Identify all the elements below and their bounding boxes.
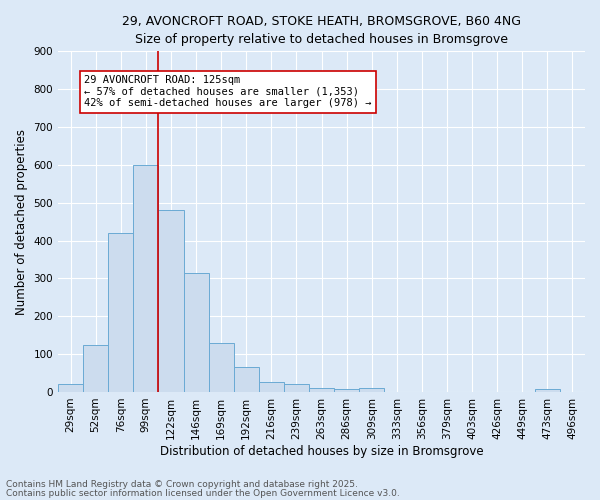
Bar xyxy=(259,382,284,392)
Bar xyxy=(535,389,560,392)
X-axis label: Distribution of detached houses by size in Bromsgrove: Distribution of detached houses by size … xyxy=(160,444,484,458)
Bar xyxy=(334,389,359,392)
Bar xyxy=(359,388,384,392)
Bar xyxy=(233,368,259,392)
Title: 29, AVONCROFT ROAD, STOKE HEATH, BROMSGROVE, B60 4NG
Size of property relative t: 29, AVONCROFT ROAD, STOKE HEATH, BROMSGR… xyxy=(122,15,521,46)
Bar xyxy=(108,233,133,392)
Bar xyxy=(83,344,108,392)
Bar xyxy=(284,384,309,392)
Bar xyxy=(158,210,184,392)
Bar xyxy=(58,384,83,392)
Bar xyxy=(133,165,158,392)
Text: Contains HM Land Registry data © Crown copyright and database right 2025.: Contains HM Land Registry data © Crown c… xyxy=(6,480,358,489)
Bar xyxy=(309,388,334,392)
Y-axis label: Number of detached properties: Number of detached properties xyxy=(15,128,28,314)
Bar xyxy=(184,272,209,392)
Text: 29 AVONCROFT ROAD: 125sqm
← 57% of detached houses are smaller (1,353)
42% of se: 29 AVONCROFT ROAD: 125sqm ← 57% of detac… xyxy=(85,75,372,108)
Text: Contains public sector information licensed under the Open Government Licence v3: Contains public sector information licen… xyxy=(6,488,400,498)
Bar xyxy=(209,343,233,392)
